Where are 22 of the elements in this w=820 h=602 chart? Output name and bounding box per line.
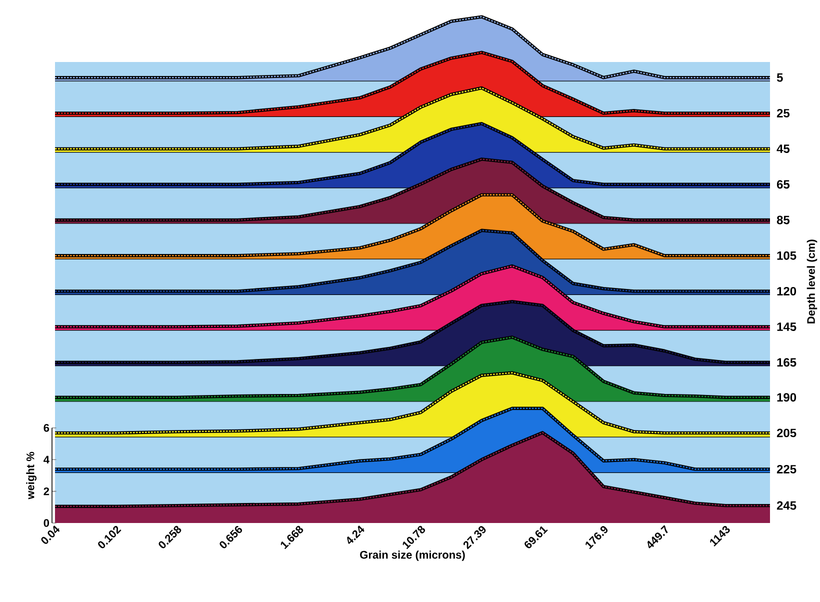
series-label: 205 bbox=[776, 428, 796, 438]
series-label: 225 bbox=[776, 464, 796, 474]
y-axis-title: weight % bbox=[26, 452, 36, 500]
series-label: 5 bbox=[776, 73, 783, 82]
series-label: 105 bbox=[777, 251, 796, 260]
x-tick-label: 4.24 bbox=[347, 526, 364, 544]
x-tick-label: 0.04 bbox=[41, 526, 60, 544]
series-label: 85 bbox=[776, 216, 790, 224]
y2-axis-title: Depth level (cm) bbox=[806, 240, 818, 324]
series-label: 25 bbox=[776, 108, 790, 118]
y-tick-label: 4 bbox=[44, 456, 50, 464]
y-tick-label: 0 bbox=[44, 519, 50, 527]
series-label: 145 bbox=[777, 322, 796, 331]
series-label: 45 bbox=[776, 144, 790, 153]
series-label: 65 bbox=[776, 180, 790, 189]
x-axis-title: Grain size (microns) bbox=[360, 550, 465, 561]
series-label: 245 bbox=[776, 501, 796, 510]
y-tick-label: 6 bbox=[44, 424, 50, 432]
y-tick-label: 2 bbox=[44, 487, 50, 496]
series-label: 165 bbox=[777, 358, 796, 367]
series-label: 190 bbox=[777, 393, 796, 402]
series-label: 120 bbox=[777, 286, 796, 296]
